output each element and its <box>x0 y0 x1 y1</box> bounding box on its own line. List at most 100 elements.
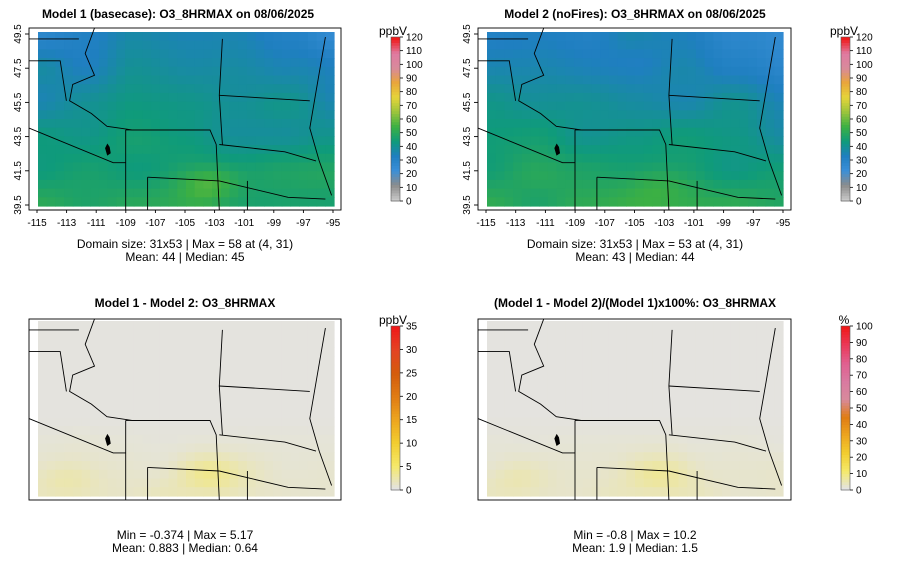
heatmap-cell <box>678 49 688 59</box>
heatmap-cell <box>635 179 645 190</box>
heatmap-cell <box>159 119 170 129</box>
heatmap-cell <box>713 188 723 198</box>
heatmap-cell <box>281 162 292 172</box>
heatmap-cell <box>521 49 532 59</box>
heatmap-cell <box>238 338 248 348</box>
heatmap-cell <box>90 417 100 427</box>
heatmap-cell <box>220 461 231 471</box>
heatmap-cell <box>290 338 300 348</box>
colorbar-step <box>391 435 400 439</box>
heatmap-cell <box>626 145 636 155</box>
heatmap-cell <box>687 92 697 103</box>
heatmap-cell <box>521 469 532 480</box>
heatmap-cell <box>756 162 767 172</box>
heatmap-cell <box>504 452 514 462</box>
colorbar-step <box>841 53 850 57</box>
heatmap-cell <box>38 101 48 111</box>
heatmap-cell <box>194 162 205 172</box>
heatmap-cell <box>98 382 109 392</box>
heatmap-cell <box>539 101 549 111</box>
heatmap-cell <box>325 338 335 348</box>
heatmap-cell <box>168 487 178 497</box>
colorbar-step <box>391 429 400 434</box>
heatmap-cell <box>168 469 178 480</box>
heatmap-cell <box>281 382 292 392</box>
heatmap-cell <box>264 329 274 340</box>
colorbar-step <box>841 347 850 352</box>
heatmap-cell <box>591 469 601 480</box>
heatmap-cell <box>299 461 309 471</box>
heatmap-cell <box>299 329 309 340</box>
heatmap-cell <box>617 58 627 68</box>
heatmap-cell <box>307 469 318 480</box>
heatmap-cell <box>238 58 248 68</box>
heatmap-cell <box>722 391 732 401</box>
heatmap-cell <box>125 417 135 427</box>
colorbar-step <box>841 157 850 161</box>
heatmap-cell <box>513 391 523 401</box>
panel-3-stats-line-2: Mean: 0.883 | Median: 0.64 <box>112 541 258 555</box>
heatmap-cell <box>530 110 540 120</box>
heatmap-cell <box>530 179 540 190</box>
heatmap-cell <box>713 49 723 59</box>
heatmap-cell <box>238 391 248 401</box>
heatmap-cell <box>72 356 83 366</box>
colorbar-step <box>841 358 850 363</box>
heatmap-cell <box>55 469 65 480</box>
heatmap-cell <box>539 145 549 155</box>
heatmap-cell <box>98 478 109 488</box>
heatmap-cell <box>748 478 758 488</box>
colorbar-step <box>391 391 400 395</box>
heatmap-cell <box>643 58 654 68</box>
heatmap-cell <box>142 197 152 207</box>
heatmap-cell <box>55 356 65 366</box>
heatmap-cell <box>608 338 619 348</box>
heatmap-cell <box>203 443 213 453</box>
heatmap-cell <box>617 49 627 59</box>
heatmap-cell <box>574 373 584 383</box>
heatmap-cell <box>290 171 300 181</box>
heatmap-cell <box>38 329 48 340</box>
heatmap-cell <box>81 443 91 453</box>
heatmap-cell <box>151 101 161 111</box>
heatmap-cell <box>661 162 671 172</box>
heatmap-cell <box>281 145 292 155</box>
heatmap-cell <box>513 461 523 471</box>
x-tick-label: -95 <box>326 218 341 229</box>
heatmap-cell <box>212 110 222 120</box>
heatmap-cell <box>64 469 74 480</box>
heatmap-cell <box>695 347 706 357</box>
heatmap-cell <box>81 487 91 497</box>
heatmap-cell <box>652 40 662 50</box>
heatmap-cell <box>316 171 326 181</box>
colorbar-tick-label: 90 <box>406 74 418 85</box>
heatmap-cell <box>98 391 109 401</box>
heatmap-cell <box>194 399 205 410</box>
heatmap-cell <box>530 391 540 401</box>
heatmap-cell <box>565 443 575 453</box>
heatmap-cell <box>765 127 775 137</box>
heatmap-cell <box>307 49 318 59</box>
heatmap-cell <box>704 197 714 207</box>
heatmap-cell <box>229 119 239 129</box>
heatmap-cell <box>495 461 506 471</box>
heatmap-cell <box>55 391 65 401</box>
heatmap-cell <box>495 49 506 59</box>
heatmap-cell <box>281 373 292 383</box>
heatmap-cell <box>695 84 706 94</box>
heatmap-cell <box>281 478 292 488</box>
heatmap-cell <box>617 188 627 198</box>
heatmap-cell <box>635 49 645 59</box>
panel-2-stats-line-1: Domain size: 31x53 | Max = 53 at (4, 31) <box>527 237 743 251</box>
heatmap-cell <box>617 171 627 181</box>
heatmap-cell <box>203 426 213 436</box>
heatmap-cell <box>142 452 152 462</box>
heatmap-cell <box>669 461 680 471</box>
heatmap-cell <box>547 399 558 410</box>
heatmap-cell <box>695 469 706 480</box>
heatmap-cell <box>730 461 741 471</box>
heatmap-cell <box>38 179 48 190</box>
heatmap-cell <box>290 136 300 146</box>
heatmap-cell <box>142 364 152 375</box>
heatmap-cell <box>582 32 593 42</box>
